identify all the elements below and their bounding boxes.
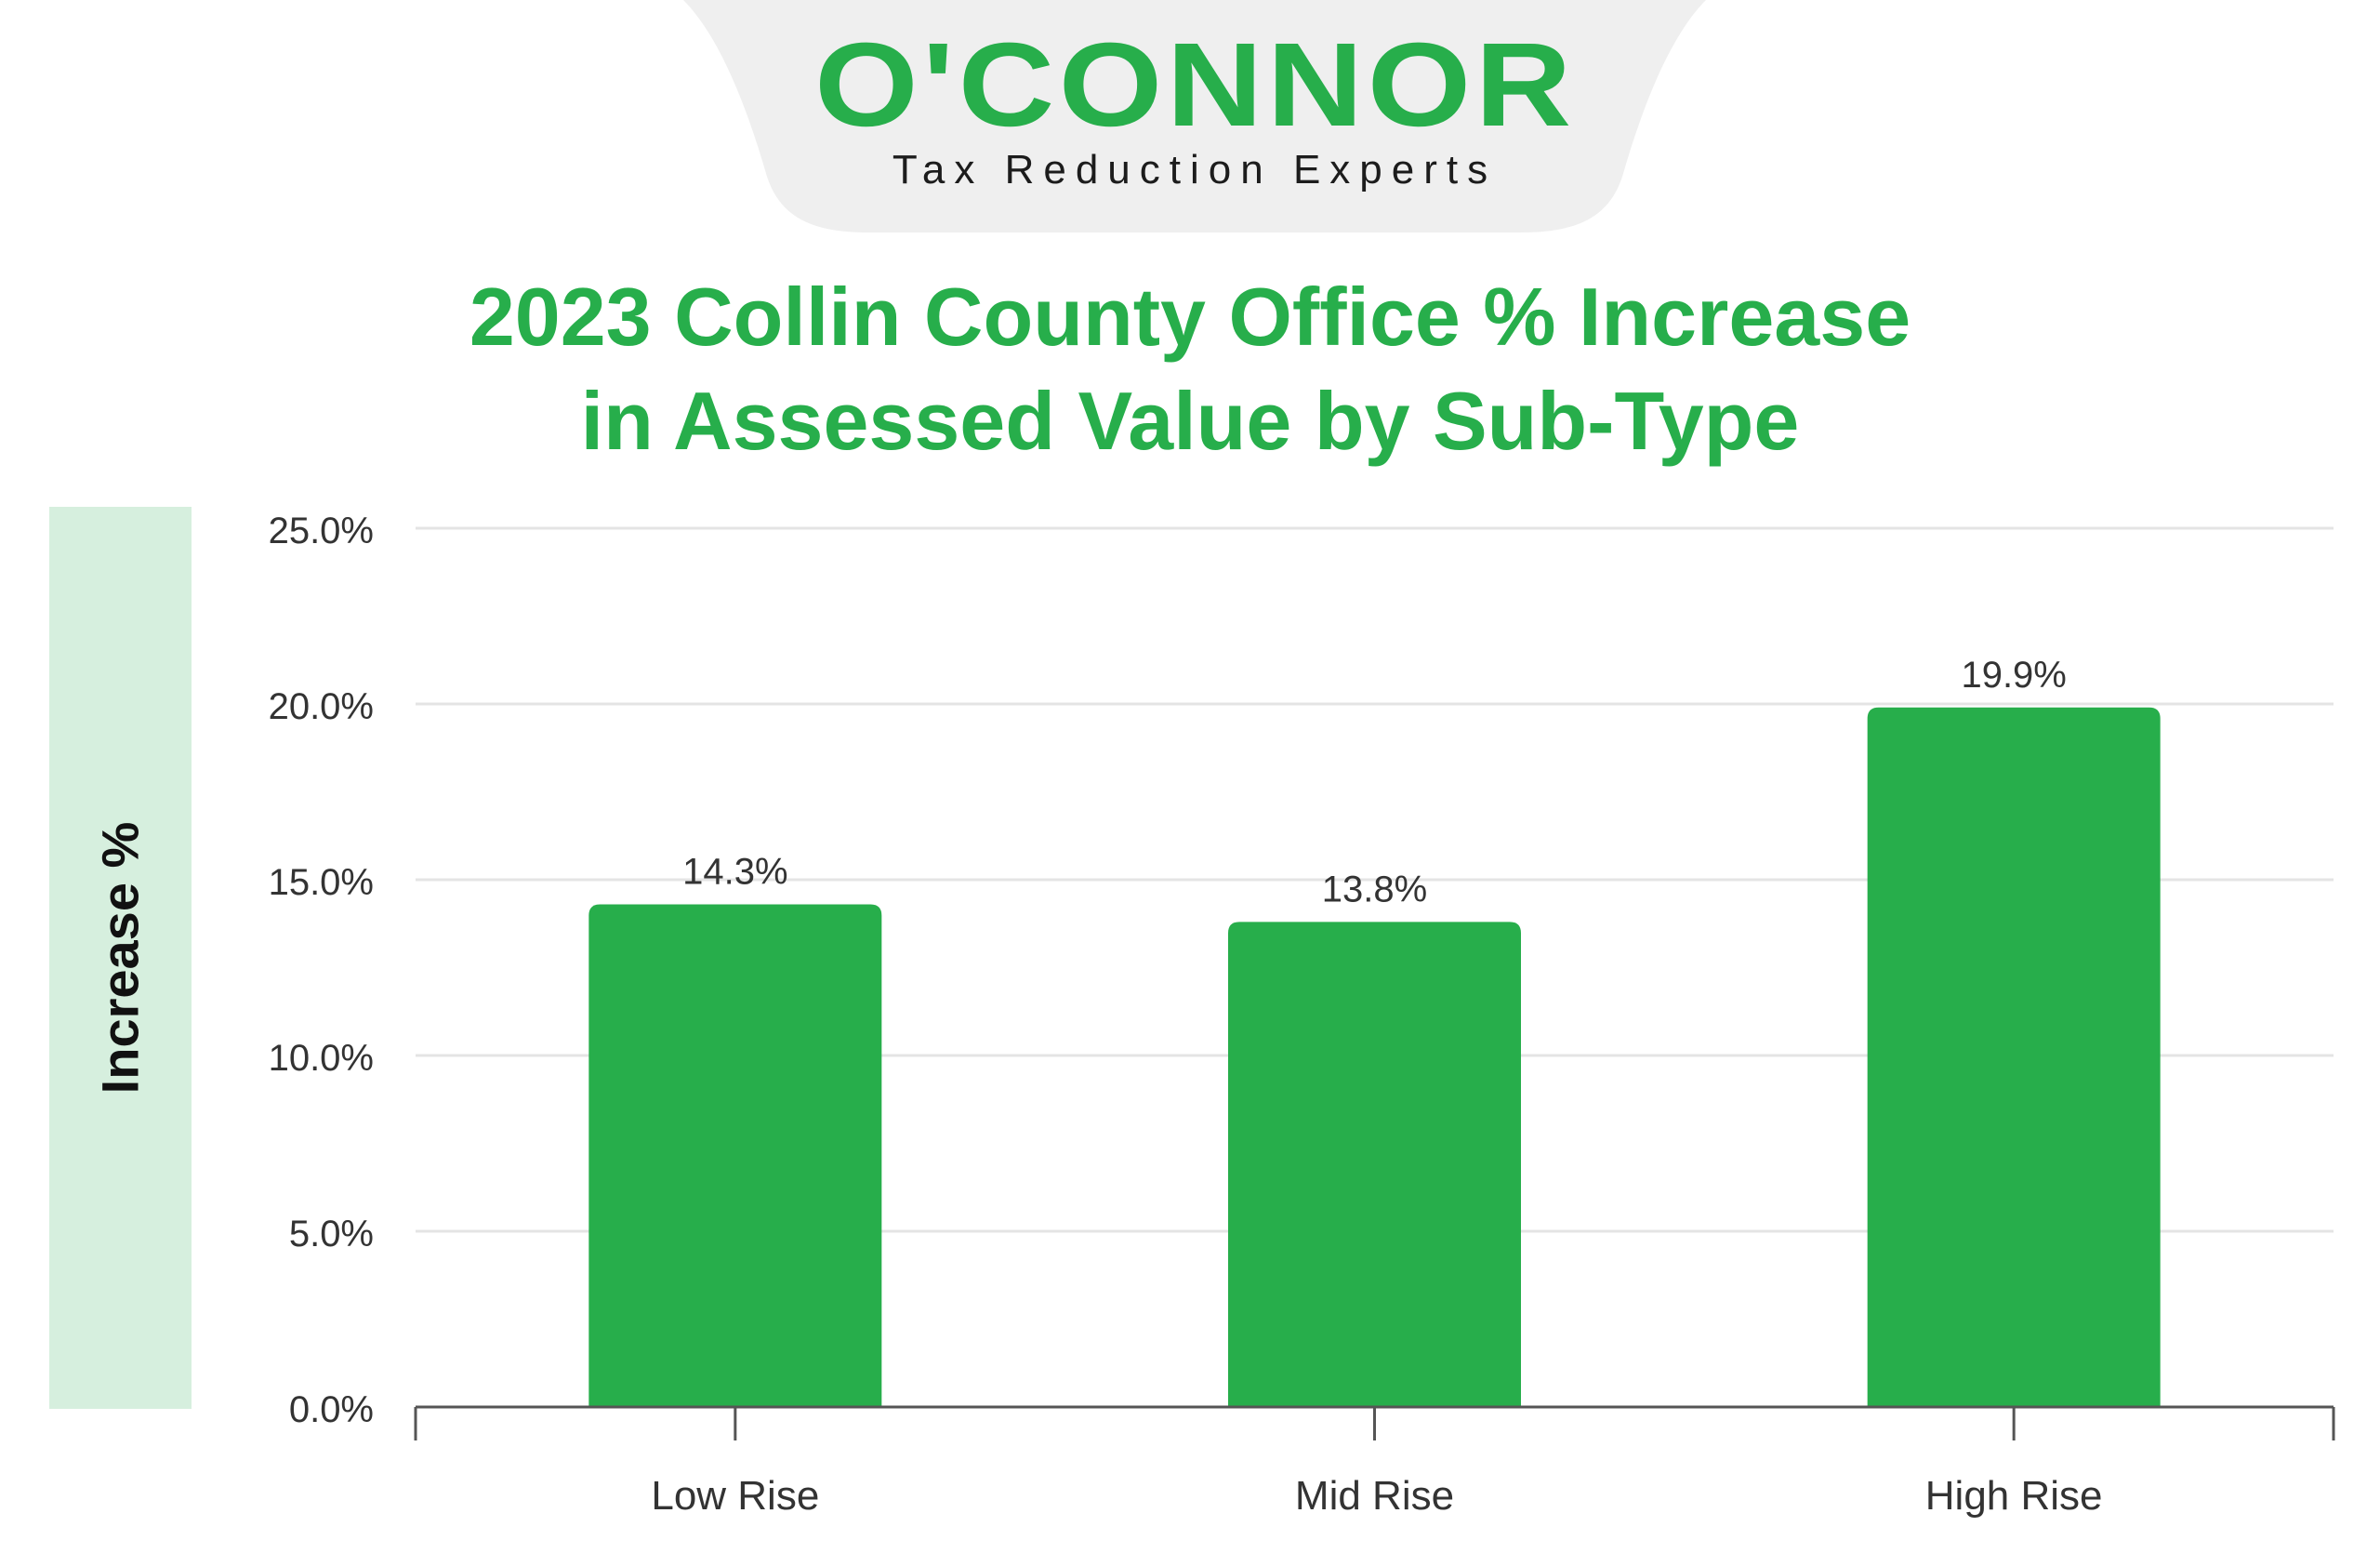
data-labels: 14.3% 13.8% 19.9%	[682, 655, 2067, 910]
x-tick-label: High Rise	[1925, 1473, 2103, 1519]
y-tick-label: 10.0%	[269, 1038, 374, 1079]
data-label: 19.9%	[1961, 655, 2066, 696]
logo-tab	[683, 0, 1706, 232]
bars	[588, 707, 2161, 1407]
brand-name: O'CONNOR	[813, 19, 1576, 152]
x-tick-label: Mid Rise	[1295, 1473, 1454, 1519]
x-tick-label: Low Rise	[651, 1473, 819, 1519]
y-tick-label: 25.0%	[269, 511, 374, 551]
y-axis-label-panel	[49, 507, 192, 1409]
chart-title-line-1: 2023 Collin County Office % Increase	[469, 271, 1911, 363]
y-tick-labels: 0.0% 5.0% 10.0% 15.0% 20.0% 25.0%	[269, 511, 374, 1430]
data-label: 13.8%	[1322, 869, 1427, 909]
chart-title: 2023 Collin County Office % Increase in …	[0, 265, 2380, 473]
chart-title-line-2: in Assessed Value by Sub-Type	[580, 375, 1800, 467]
y-tick-label: 0.0%	[289, 1389, 374, 1430]
bar-high-rise	[1867, 707, 2161, 1407]
brand-logo: O'CONNOR	[683, 26, 1706, 145]
bar-mid-rise	[1228, 922, 1521, 1407]
brand-tagline: Tax Reduction Experts	[892, 147, 1498, 192]
bar-low-rise	[588, 904, 882, 1407]
y-tick-label: 20.0%	[269, 686, 374, 727]
logo-tab-shape	[683, 0, 1706, 232]
y-tick-label: 5.0%	[289, 1214, 374, 1254]
x-axis	[414, 1405, 2335, 1440]
data-label: 14.3%	[682, 851, 787, 892]
y-tick-label: 15.0%	[269, 862, 374, 903]
x-tick-labels: Low Rise Mid Rise High Rise	[651, 1473, 2102, 1519]
